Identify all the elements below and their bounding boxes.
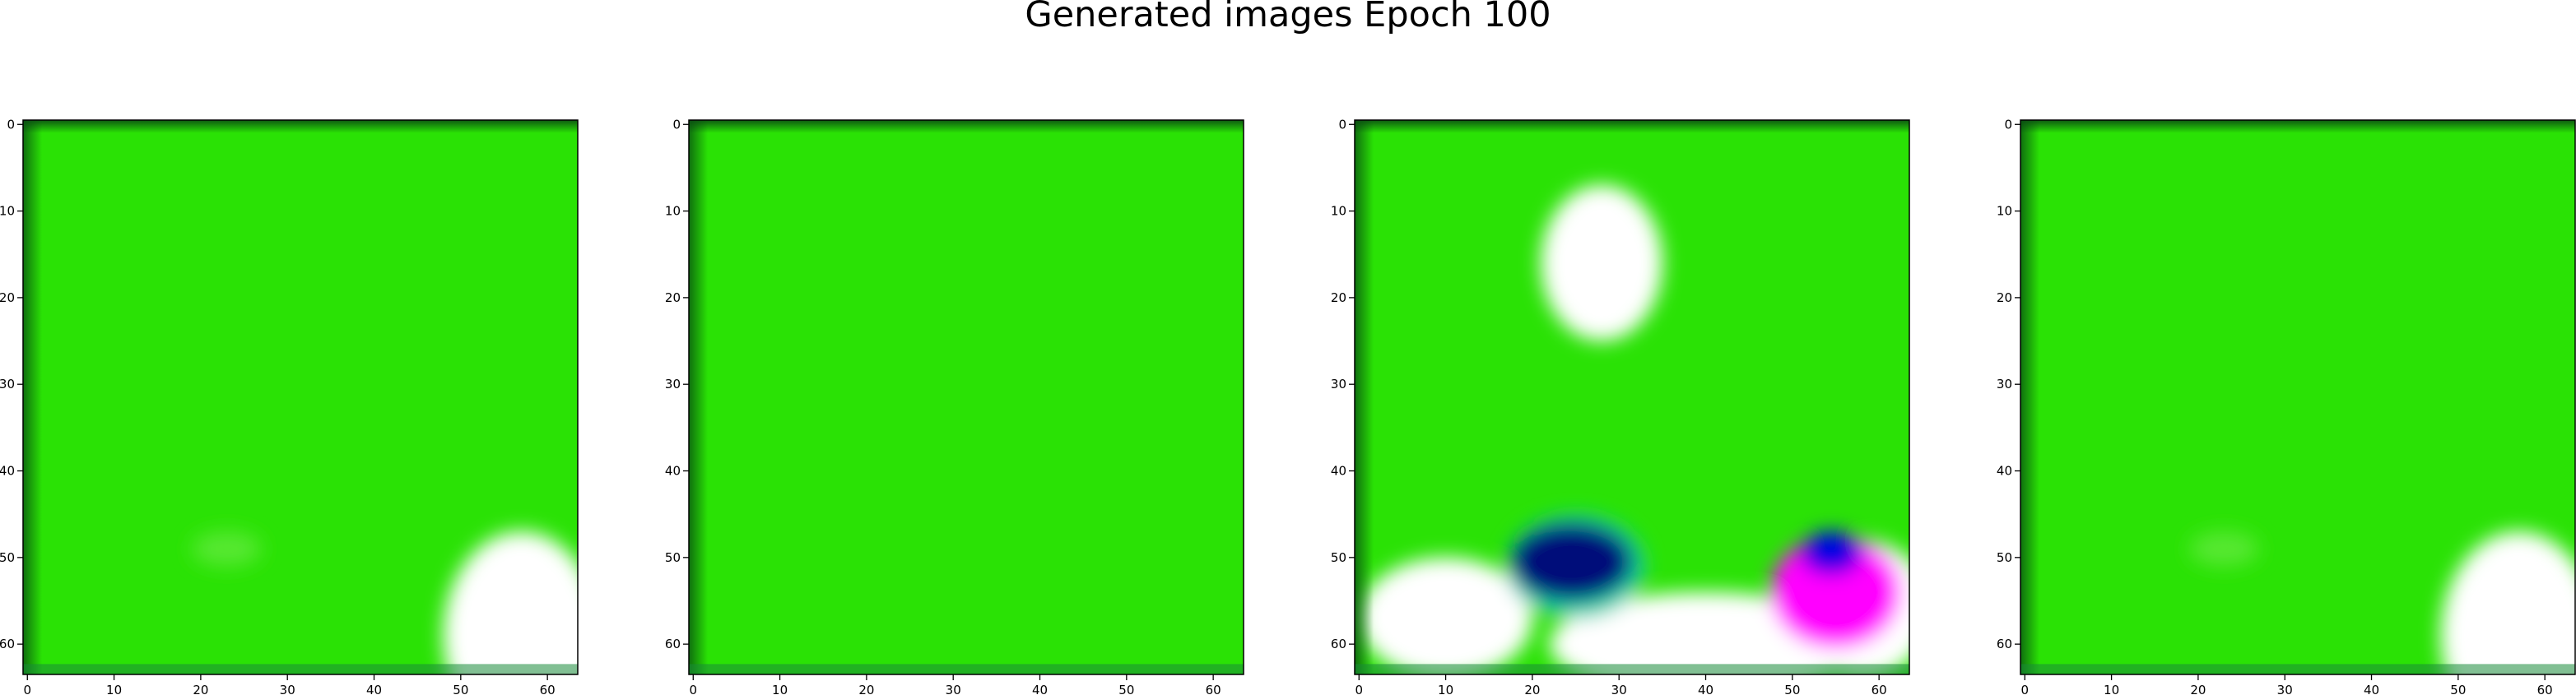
y-tick-label: 60 [0, 637, 15, 651]
y-tick-label: 30 [665, 377, 681, 392]
y-tick-label: 60 [1997, 637, 2012, 651]
top-edge-band [1355, 120, 1909, 133]
y-tick-label: 10 [665, 204, 681, 219]
bottom-edge-band [1355, 664, 1909, 674]
y-tick-label: 50 [1997, 550, 2012, 565]
y-tick-label: 0 [2004, 117, 2012, 132]
x-tick-label: 60 [540, 683, 556, 695]
x-tick-label: 30 [280, 683, 295, 695]
y-tick-label: 50 [665, 550, 681, 565]
y-tick-label: 30 [1331, 377, 1346, 392]
x-tick-label: 60 [1206, 683, 1221, 695]
x-tick-label: 30 [946, 683, 961, 695]
left-edge-band [23, 120, 43, 674]
y-tick-label: 40 [1997, 464, 2012, 479]
top-edge-band [2020, 120, 2575, 133]
x-tick-label: 10 [1438, 683, 1453, 695]
image-blob-6 [1510, 522, 1632, 601]
x-tick-label: 60 [2537, 683, 2553, 695]
x-tick-label: 10 [772, 683, 788, 695]
image-blob-2 [2189, 531, 2259, 567]
y-tick-label: 0 [672, 117, 681, 132]
image-panel-4: 0 10 20 30 40 50 60 0 10 20 30 40 50 60 [1997, 117, 2576, 695]
y-tick-label: 50 [1331, 550, 1346, 565]
x-tick-label: 20 [2190, 683, 2206, 695]
axes-frame [1354, 119, 1910, 675]
x-tick-label: 50 [2450, 683, 2466, 695]
y-tick-label: 30 [1997, 377, 2012, 392]
x-tick-label: 30 [2277, 683, 2293, 695]
x-tick-label: 0 [1355, 683, 1363, 695]
image-blob-1 [2440, 531, 2575, 674]
y-tick-label: 30 [0, 377, 15, 392]
bottom-edge-band [689, 664, 1244, 674]
y-tick-label: 10 [1331, 204, 1346, 219]
y-tick-label: 50 [0, 550, 15, 565]
y-tick-label: 60 [1331, 637, 1346, 651]
y-tick-label: 20 [665, 290, 681, 305]
left-edge-band [2020, 120, 2040, 674]
y-tick-label: 10 [0, 204, 15, 219]
x-tick-label: 0 [23, 683, 31, 695]
y-tick-label: 0 [1338, 117, 1346, 132]
y-tick-label: 40 [1331, 464, 1346, 479]
x-tick-label: 0 [2020, 683, 2029, 695]
image-blob-8 [1801, 531, 1862, 575]
x-tick-label: 0 [689, 683, 697, 695]
x-tick-label: 40 [1032, 683, 1048, 695]
bottom-edge-band [2020, 664, 2575, 674]
image-background [689, 120, 1244, 674]
image-blob-7 [1770, 535, 1901, 649]
axes-frame [2020, 119, 2576, 675]
y-tick-label: 10 [1997, 204, 2012, 219]
bottom-edge-band [23, 664, 578, 674]
x-tick-label: 30 [1611, 683, 1627, 695]
x-tick-label: 40 [2364, 683, 2379, 695]
image-blob-1 [443, 531, 578, 674]
image-blob-2 [192, 531, 262, 567]
x-tick-label: 60 [1872, 683, 1887, 695]
y-tick-label: 20 [1997, 290, 2012, 305]
image-panel-2: 0 10 20 30 40 50 60 0 10 20 30 40 50 60 [665, 117, 1244, 695]
x-tick-label: 50 [1784, 683, 1800, 695]
image-blob-2 [1359, 557, 1532, 674]
image-panel-1: 0 10 20 30 40 50 60 0 10 20 30 40 50 60 [0, 117, 579, 695]
x-tick-label: 50 [1118, 683, 1134, 695]
left-edge-band [1355, 120, 1374, 674]
x-tick-label: 40 [1698, 683, 1713, 695]
figure-title: Generated images Epoch 100 [1025, 0, 1551, 35]
x-tick-label: 10 [2104, 683, 2119, 695]
x-tick-label: 50 [453, 683, 468, 695]
image-blob-1 [1541, 184, 1662, 341]
x-tick-label: 20 [858, 683, 874, 695]
y-tick-label: 20 [1331, 290, 1346, 305]
y-tick-label: 40 [665, 464, 681, 479]
y-tick-label: 40 [0, 464, 15, 479]
top-edge-band [689, 120, 1244, 133]
left-edge-band [689, 120, 709, 674]
x-tick-label: 10 [106, 683, 122, 695]
image-panel-3: 0 10 20 30 40 50 60 0 10 20 30 40 50 60 [1331, 117, 1910, 695]
y-tick-label: 20 [0, 290, 15, 305]
y-tick-label: 0 [7, 117, 15, 132]
axes-frame [22, 119, 579, 675]
x-tick-label: 20 [1524, 683, 1540, 695]
x-tick-label: 20 [193, 683, 208, 695]
y-tick-label: 60 [665, 637, 681, 651]
top-edge-band [23, 120, 578, 133]
x-tick-label: 40 [366, 683, 382, 695]
axes-frame [688, 119, 1244, 675]
